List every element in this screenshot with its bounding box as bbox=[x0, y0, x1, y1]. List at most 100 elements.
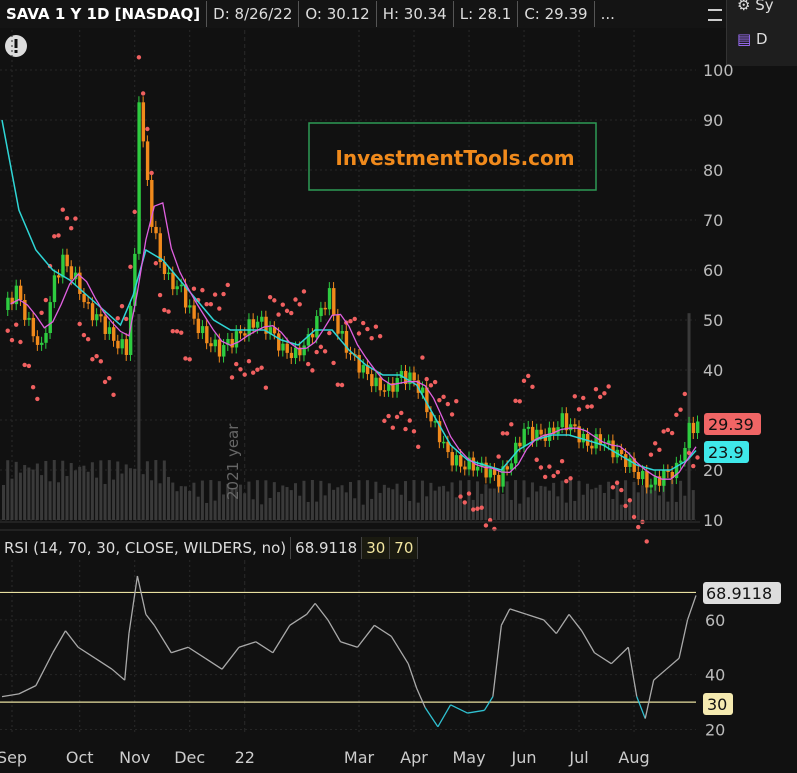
candle-body bbox=[530, 426, 535, 441]
alert-icon[interactable] bbox=[5, 35, 27, 57]
volume-bar bbox=[158, 483, 162, 520]
sar-dot bbox=[504, 431, 510, 436]
sar-dot bbox=[322, 349, 328, 354]
candle-body bbox=[99, 314, 103, 317]
volume-bar bbox=[433, 490, 437, 520]
volume-bar bbox=[632, 481, 636, 520]
candle-body bbox=[179, 284, 184, 287]
volume-bar bbox=[40, 475, 44, 520]
candle-body bbox=[378, 377, 383, 391]
volume-bar bbox=[302, 480, 306, 520]
candle-body bbox=[213, 339, 217, 347]
more-button[interactable]: ... bbox=[600, 5, 615, 23]
volume-bar bbox=[467, 480, 471, 520]
sar-dot bbox=[221, 291, 226, 297]
volume-bar bbox=[657, 495, 661, 520]
volume-bar bbox=[281, 485, 285, 520]
sar-dot bbox=[18, 339, 23, 345]
low-value: L: 28.1 bbox=[454, 1, 519, 27]
candle-body bbox=[158, 233, 162, 263]
sar-dot bbox=[411, 429, 417, 434]
sar-dot bbox=[111, 392, 116, 398]
sar-dot bbox=[115, 316, 120, 321]
volume-bar bbox=[357, 480, 361, 520]
volume-bar bbox=[103, 483, 107, 520]
candle-body bbox=[497, 474, 501, 487]
volume-bar bbox=[18, 472, 22, 520]
volume-bar bbox=[636, 492, 640, 520]
rsi-study-label[interactable]: RSI (14, 70, 30, CLOSE, WILDERS, no) bbox=[0, 537, 292, 559]
volume-bar bbox=[560, 480, 564, 520]
candle-body bbox=[238, 331, 243, 334]
sar-dot bbox=[174, 329, 180, 334]
month-tick-label: Dec bbox=[174, 748, 205, 767]
candle-body bbox=[141, 102, 146, 142]
sar-dot bbox=[289, 310, 294, 316]
rsi-segment bbox=[64, 630, 79, 648]
sar-dot bbox=[132, 209, 137, 215]
rsi-level-badge bbox=[703, 693, 733, 715]
candle-body bbox=[666, 470, 670, 472]
volume-bar bbox=[116, 461, 120, 520]
volume-bar bbox=[687, 313, 691, 520]
collapse-icon[interactable] bbox=[708, 9, 722, 21]
sar-dot bbox=[619, 487, 624, 493]
sar-dot bbox=[365, 326, 370, 332]
price-tick-label: 50 bbox=[703, 311, 723, 330]
volume-bar bbox=[577, 481, 581, 520]
sar-dot bbox=[631, 514, 637, 520]
month-tick-label: Aug bbox=[618, 748, 649, 767]
rsi-segment bbox=[483, 696, 494, 711]
rsi-segment bbox=[407, 663, 418, 689]
sar-dot bbox=[466, 491, 472, 496]
rsi-line bbox=[1, 575, 697, 728]
sar-dot bbox=[272, 298, 277, 303]
rsi-segment bbox=[492, 625, 502, 697]
volume-bar bbox=[82, 465, 86, 520]
sar-dot bbox=[234, 361, 239, 367]
sar-dot bbox=[124, 316, 129, 322]
volume-bar bbox=[251, 499, 255, 520]
rsi-segment bbox=[467, 709, 485, 714]
sar-dot bbox=[691, 463, 696, 469]
sar-dot bbox=[644, 539, 649, 544]
volume-bar bbox=[99, 460, 103, 520]
candle-body bbox=[27, 317, 31, 320]
sar-dot bbox=[593, 386, 599, 392]
sar-dot bbox=[432, 379, 438, 385]
popup-item-1[interactable]: ⚙ Sy bbox=[737, 0, 774, 14]
volume-bar bbox=[10, 478, 14, 520]
rsi-header: RSI (14, 70, 30, CLOSE, WILDERS, no) 68.… bbox=[0, 535, 419, 561]
sar-dot bbox=[327, 330, 332, 336]
volume-bar bbox=[293, 483, 297, 520]
sar-dot bbox=[331, 360, 336, 366]
candle-body bbox=[437, 421, 442, 443]
rsi-segment bbox=[543, 619, 557, 634]
volume-bar bbox=[670, 480, 674, 520]
volume-bar bbox=[31, 469, 35, 520]
candle-body bbox=[404, 370, 408, 385]
volume-bar bbox=[78, 466, 82, 520]
popup-item-2[interactable]: ▤ D bbox=[737, 30, 768, 48]
candle-body bbox=[78, 272, 82, 294]
candle-body bbox=[450, 452, 454, 466]
candle-body bbox=[188, 305, 192, 308]
volume-bar bbox=[336, 487, 340, 520]
volume-bar bbox=[399, 494, 403, 520]
volume-bar bbox=[27, 467, 31, 520]
sar-dot bbox=[513, 398, 518, 403]
sar-dot bbox=[162, 307, 167, 313]
sar-dot bbox=[576, 407, 582, 412]
volume-bar bbox=[649, 489, 653, 520]
watermark-box bbox=[308, 122, 597, 191]
symbol-label[interactable]: SAVA 1 Y 1D [NASDAQ] bbox=[0, 1, 208, 27]
sar-dot bbox=[267, 294, 273, 300]
candle-body bbox=[217, 339, 222, 357]
sar-dot bbox=[90, 357, 95, 362]
volume-bar bbox=[200, 480, 204, 520]
volume-bar bbox=[319, 480, 323, 520]
candle-body bbox=[247, 319, 251, 336]
volume-bar bbox=[640, 485, 644, 520]
volume-bar bbox=[569, 480, 573, 520]
price-tick-label: 70 bbox=[703, 211, 723, 230]
